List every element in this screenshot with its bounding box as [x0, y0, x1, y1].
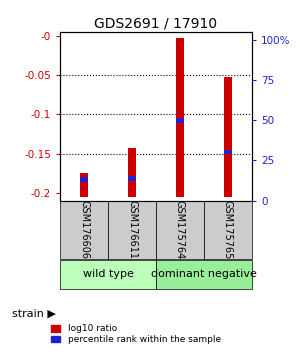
- Bar: [128, 176, 136, 181]
- Bar: [80, 177, 88, 182]
- Text: strain ▶: strain ▶: [12, 308, 56, 318]
- Bar: [224, 150, 232, 154]
- Bar: [80, 173, 88, 197]
- Bar: [176, 118, 184, 123]
- Bar: [224, 78, 232, 197]
- Bar: [61, 201, 107, 259]
- Title: GDS2691 / 17910: GDS2691 / 17910: [94, 17, 218, 31]
- Text: dominant negative: dominant negative: [151, 269, 257, 279]
- Bar: [128, 148, 136, 197]
- Bar: [157, 260, 251, 289]
- Text: GSM175764: GSM175764: [175, 200, 185, 259]
- Legend: log10 ratio, percentile rank within the sample: log10 ratio, percentile rank within the …: [50, 322, 223, 346]
- Text: GSM176606: GSM176606: [79, 200, 89, 259]
- Bar: [205, 201, 251, 259]
- Text: GSM176611: GSM176611: [127, 200, 137, 259]
- Bar: [61, 260, 155, 289]
- Bar: [157, 201, 203, 259]
- Text: GSM175765: GSM175765: [223, 200, 233, 259]
- Bar: [176, 38, 184, 197]
- Bar: [109, 201, 155, 259]
- Text: wild type: wild type: [82, 269, 134, 279]
